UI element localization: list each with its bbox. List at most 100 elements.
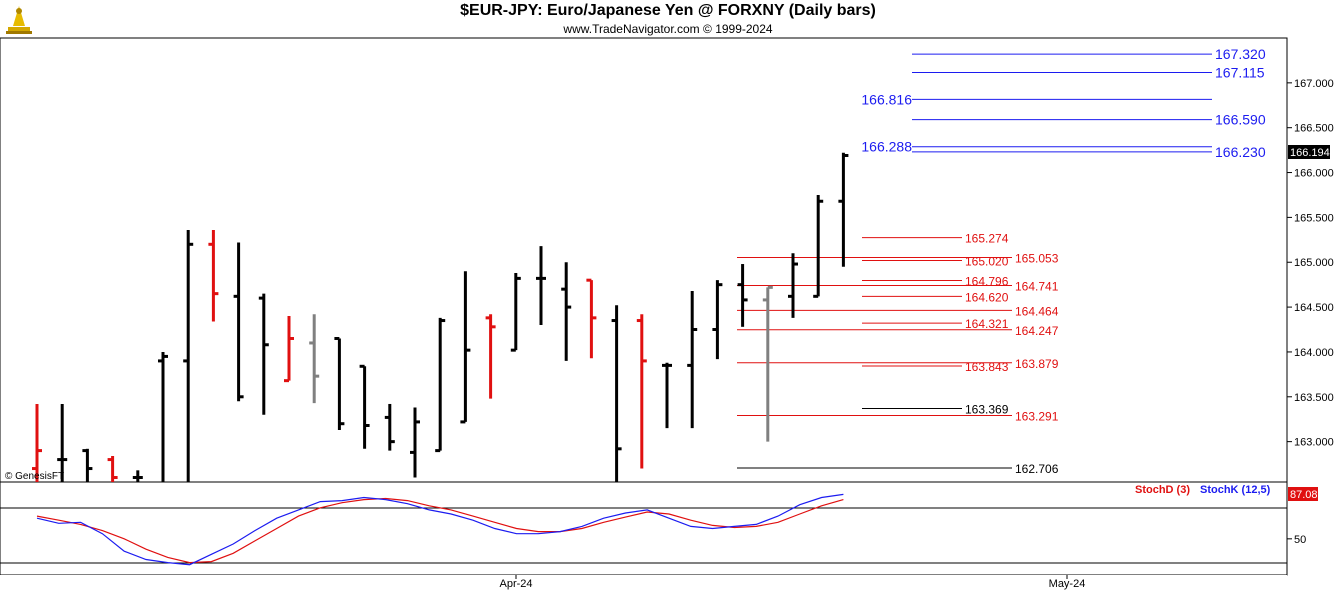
price-level-label: 164.247 bbox=[1015, 324, 1059, 338]
price-level-label: 166.816 bbox=[861, 91, 912, 107]
price-tick-label: 166.500 bbox=[1294, 123, 1334, 135]
price-tick-label: 165.000 bbox=[1294, 257, 1334, 269]
ohlc-bar bbox=[788, 253, 798, 318]
ohlc-bar bbox=[536, 246, 546, 326]
ohlc-bar bbox=[611, 305, 622, 482]
price-tick-label: 163.500 bbox=[1294, 392, 1334, 404]
price-level: 167.320 bbox=[912, 46, 1266, 62]
price-level: 164.321 bbox=[862, 317, 1009, 331]
price-tick-label: 165.500 bbox=[1294, 212, 1334, 224]
price-level-label: 163.879 bbox=[1015, 357, 1059, 371]
price-level-label: 164.464 bbox=[1015, 304, 1059, 318]
ohlc-bar bbox=[284, 316, 294, 383]
ohlc-bar bbox=[309, 314, 320, 404]
price-level: 167.115 bbox=[912, 65, 1265, 81]
price-level-label: 167.115 bbox=[1215, 65, 1265, 81]
stoch-last-badge: 87.08 bbox=[1288, 487, 1318, 501]
price-level: 164.464 bbox=[737, 304, 1059, 318]
price-level: 162.706 bbox=[737, 462, 1059, 476]
price-level-label: 165.274 bbox=[965, 232, 1009, 246]
ohlc-bar bbox=[334, 336, 345, 430]
trade-navigator-logo-icon bbox=[4, 3, 34, 35]
copyright-label: © GenesisFT bbox=[5, 471, 64, 482]
price-level-label: 164.620 bbox=[965, 290, 1009, 304]
stoch-last-label: 87.08 bbox=[1290, 489, 1318, 501]
stoch-tick-label: 50 bbox=[1294, 534, 1306, 546]
price-level: 163.291 bbox=[737, 410, 1059, 424]
ohlc-bar bbox=[359, 364, 370, 449]
price-panel bbox=[0, 37, 1288, 483]
ohlc-bar bbox=[712, 280, 723, 360]
price-level-label: 165.020 bbox=[965, 254, 1009, 268]
ohlc-bar bbox=[460, 271, 471, 424]
ohlc-bar bbox=[107, 455, 118, 482]
chart-title: $EUR-JPY: Euro/Japanese Yen @ FORXNY (Da… bbox=[460, 2, 876, 19]
price-level: 165.020 bbox=[862, 254, 1009, 268]
ohlc-bar bbox=[258, 293, 269, 415]
price-level-label: 163.369 bbox=[965, 403, 1009, 417]
price-level: 164.247 bbox=[737, 324, 1059, 338]
ohlc-bar bbox=[510, 273, 521, 352]
date-axis bbox=[0, 575, 1287, 591]
price-level-label: 167.320 bbox=[1215, 46, 1266, 62]
price-tick-label: 164.500 bbox=[1294, 302, 1334, 314]
chart-subtitle: www.TradeNavigator.com © 1999-2024 bbox=[563, 22, 773, 36]
ohlc-bar bbox=[32, 403, 42, 482]
price-tick-label: 166.000 bbox=[1294, 168, 1334, 180]
ohlc-bar bbox=[82, 448, 93, 482]
price-level-label: 162.706 bbox=[1015, 462, 1059, 476]
date-tick-label: Apr-24 bbox=[499, 578, 532, 590]
price-level-label: 166.230 bbox=[1215, 144, 1266, 160]
ohlc-bar bbox=[485, 314, 496, 399]
ohlc-bar bbox=[183, 229, 194, 482]
ohlc-bar bbox=[410, 407, 420, 478]
price-tick-label: 163.000 bbox=[1294, 437, 1334, 449]
price-level: 165.274 bbox=[862, 232, 1009, 246]
chart-header: $EUR-JPY: Euro/Japanese Yen @ FORXNY (Da… bbox=[0, 0, 1336, 38]
price-level-label: 166.590 bbox=[1215, 112, 1266, 128]
stoch-k-legend: StochK (12,5) bbox=[1200, 484, 1271, 496]
ohlc-bar bbox=[586, 278, 597, 359]
last-price-label: 166.194 bbox=[1290, 147, 1330, 159]
price-level-label: 164.741 bbox=[1015, 279, 1059, 293]
ohlc-bar bbox=[158, 351, 168, 482]
price-level-label: 164.796 bbox=[965, 275, 1009, 289]
price-level-label: 163.843 bbox=[965, 360, 1009, 374]
price-level: 165.053 bbox=[737, 251, 1059, 265]
price-tick-label: 167.000 bbox=[1294, 78, 1334, 90]
ohlc-bar bbox=[384, 403, 395, 451]
price-level: 166.288 bbox=[861, 139, 1212, 155]
price-level: 164.620 bbox=[862, 290, 1009, 304]
ohlc-bar bbox=[233, 242, 244, 402]
price-level: 166.590 bbox=[912, 112, 1266, 128]
stochastic-panel bbox=[0, 481, 1288, 576]
ohlc-bar bbox=[561, 262, 572, 361]
price-level-label: 165.053 bbox=[1015, 251, 1059, 265]
price-level-label: 164.321 bbox=[965, 317, 1009, 331]
ohlc-bar bbox=[208, 229, 219, 322]
ohlc-bar bbox=[762, 285, 773, 442]
price-level: 164.741 bbox=[737, 279, 1059, 293]
ohlc-bar bbox=[662, 362, 672, 429]
price-axis bbox=[1287, 38, 1336, 575]
price-level: 166.230 bbox=[912, 144, 1266, 160]
price-level-label: 166.288 bbox=[861, 139, 912, 155]
ohlc-bar bbox=[132, 470, 143, 482]
ohlc-bar bbox=[687, 290, 698, 429]
stoch-k-line bbox=[36, 493, 844, 566]
ohlc-bar bbox=[435, 317, 446, 453]
price-level: 166.816 bbox=[861, 91, 1212, 107]
price-tick-label: 164.000 bbox=[1294, 347, 1334, 359]
ohlc-bar bbox=[57, 403, 68, 482]
price-level-label: 163.291 bbox=[1015, 410, 1059, 424]
price-level: 163.843 bbox=[862, 360, 1009, 374]
ohlc-bar bbox=[813, 194, 824, 298]
ohlc-bar bbox=[737, 264, 748, 327]
price-level: 163.369 bbox=[862, 403, 1009, 417]
stoch-legend: StochD (3) StochK (12,5) bbox=[1135, 484, 1271, 496]
date-tick-label: May-24 bbox=[1049, 578, 1086, 590]
price-level: 163.879 bbox=[737, 357, 1059, 371]
ohlc-bar bbox=[636, 314, 647, 469]
stoch-d-legend: StochD (3) bbox=[1135, 484, 1190, 496]
